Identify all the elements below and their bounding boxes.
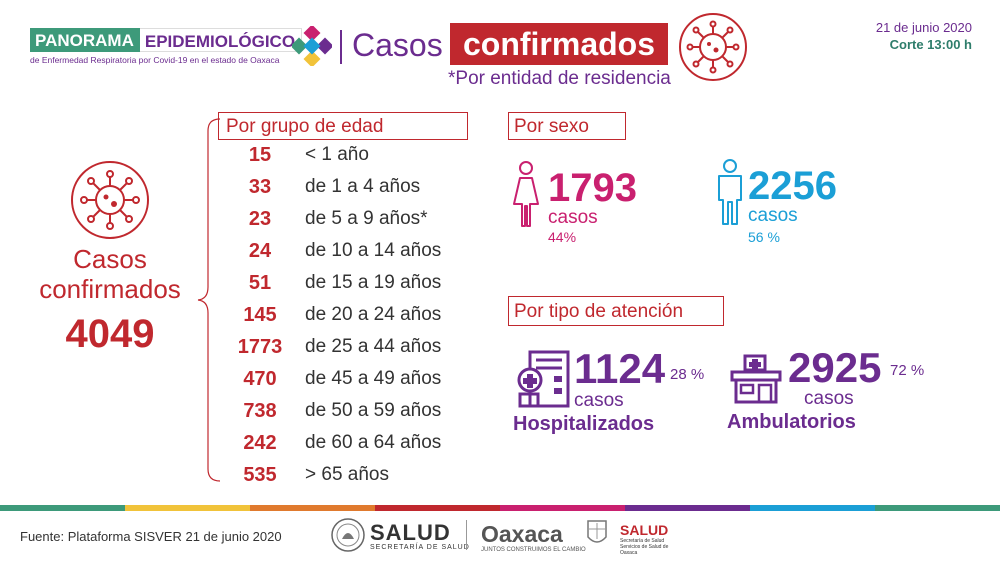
- ambulatory-label: Ambulatorios: [727, 411, 856, 433]
- stripe-segment: [875, 505, 1000, 511]
- hospitalized-unit: casos: [574, 390, 624, 411]
- age-label: de 50 a 59 años: [305, 400, 442, 421]
- age-count: 1773: [237, 335, 283, 358]
- age-label: de 20 a 24 años: [305, 304, 442, 325]
- color-stripe: [0, 505, 1000, 511]
- header-divider: [340, 30, 342, 64]
- age-count: 535: [243, 463, 277, 486]
- age-row: 33 de 1 a 4 años: [215, 171, 420, 203]
- age-heading-box: [218, 112, 468, 140]
- brand-subtitle: de Enfermedad Respiratoria por Covid-19 …: [30, 55, 280, 65]
- age-count: 470: [243, 367, 277, 390]
- salud-federal-sub: SECRETARÍA DE SALUD: [370, 544, 470, 551]
- age-label: de 45 a 49 años: [305, 368, 442, 389]
- brand-part2: EPIDEMIOLÓGICO: [139, 28, 303, 52]
- age-label: de 10 a 14 años: [305, 240, 442, 261]
- brace-divider: [197, 118, 221, 482]
- age-count: 23: [248, 207, 272, 230]
- sex-heading: Por sexo: [514, 116, 589, 137]
- attention-heading: Por tipo de atención: [514, 301, 684, 322]
- total-label: Casos confirmados: [30, 244, 190, 304]
- age-row: 738 de 50 a 59 años: [215, 395, 441, 427]
- age-row: 15 < 1 año: [215, 139, 369, 171]
- age-heading: Por grupo de edad: [226, 116, 384, 137]
- male-unit: casos: [748, 205, 798, 226]
- age-row: 535 > 65 años: [215, 459, 389, 491]
- virus-icon: [71, 161, 149, 239]
- age-label: de 15 a 19 años: [305, 272, 442, 293]
- age-count: 145: [243, 303, 277, 326]
- total-label-line1: Casos: [73, 244, 147, 274]
- sex-heading-box: [508, 112, 626, 140]
- ambulatory-unit: casos: [804, 388, 854, 409]
- hospitalized-pct: 28 %: [670, 366, 705, 383]
- stripe-segment: [250, 505, 375, 511]
- stripe-segment: [750, 505, 875, 511]
- stripe-segment: [500, 505, 625, 511]
- male-pct: 56 %: [748, 229, 780, 245]
- age-label: < 1 año: [305, 144, 369, 165]
- ambulatory-pct: 72 %: [890, 362, 925, 379]
- age-count: 51: [248, 271, 272, 294]
- age-label: de 60 a 64 años: [305, 432, 442, 453]
- state-crest-icon: [587, 520, 607, 543]
- male-icon: [718, 159, 742, 225]
- ambulatory-count: 2925: [788, 344, 882, 391]
- age-row: 470 de 45 a 49 años: [215, 363, 441, 395]
- oaxaca-logo: Oaxaca: [481, 521, 563, 547]
- footer-divider: [466, 520, 467, 550]
- age-row: 145 de 20 a 24 años: [215, 299, 441, 331]
- hospital-icon: [517, 350, 570, 408]
- salud-state-sub: Secretaría de Salud Servicios de Salud d…: [620, 538, 669, 556]
- stripe-segment: [0, 505, 125, 511]
- salud-federal-logo: SALUD: [370, 520, 451, 545]
- female-pct: 44%: [548, 229, 577, 245]
- female-icon: [513, 161, 539, 227]
- hospitalized-label: Hospitalizados: [513, 413, 655, 435]
- hospitalized-count: 1124: [574, 345, 666, 392]
- stripe-segment: [375, 505, 500, 511]
- age-count: 738: [243, 399, 277, 422]
- age-count: 24: [248, 239, 272, 262]
- age-row: 1773 de 25 a 44 años: [215, 331, 442, 363]
- national-seal-icon: [331, 518, 365, 552]
- age-row: 23 de 5 a 9 años*: [215, 203, 428, 235]
- total-value: 4049: [65, 312, 155, 356]
- source-note: Fuente: Plataforma SISVER 21 de junio 20…: [20, 529, 282, 544]
- age-count: 33: [248, 175, 272, 198]
- page-title-part1: Casos: [352, 27, 443, 63]
- age-row: 242 de 60 a 64 años: [215, 427, 441, 459]
- attention-heading-box: [508, 296, 724, 326]
- stripe-segment: [125, 505, 250, 511]
- age-label: de 5 a 9 años*: [305, 208, 428, 229]
- age-label: > 65 años: [305, 464, 389, 485]
- page-title-part2: confirmados: [450, 23, 668, 65]
- oaxaca-sub: JUNTOS CONSTRUIMOS EL CAMBIO: [481, 547, 586, 553]
- diamond-logo-icon: [292, 26, 332, 66]
- age-row: 24 de 10 a 14 años: [215, 235, 441, 267]
- clinic-icon: [730, 354, 782, 404]
- page-subtitle: *Por entidad de residencia: [448, 68, 671, 89]
- report-cutoff: Corte 13:00 h: [889, 37, 972, 52]
- male-count: 2256: [748, 164, 837, 208]
- report-date: 21 de junio 2020: [875, 20, 972, 35]
- female-count: 1793: [548, 166, 637, 210]
- age-count: 242: [243, 431, 277, 454]
- age-label: de 25 a 44 años: [305, 336, 442, 357]
- age-row: 51 de 15 a 19 años: [215, 267, 441, 299]
- salud-state-logo: SALUD: [620, 522, 669, 538]
- stripe-segment: [625, 505, 750, 511]
- brand-part1: PANORAMA: [30, 28, 140, 52]
- virus-icon: [679, 13, 747, 81]
- brand-logo: PANORAMA EPIDEMIOLÓGICO: [30, 28, 303, 52]
- age-label: de 1 a 4 años: [305, 176, 421, 197]
- age-count: 15: [248, 143, 272, 166]
- female-unit: casos: [548, 207, 598, 228]
- total-label-line2: confirmados: [39, 274, 181, 304]
